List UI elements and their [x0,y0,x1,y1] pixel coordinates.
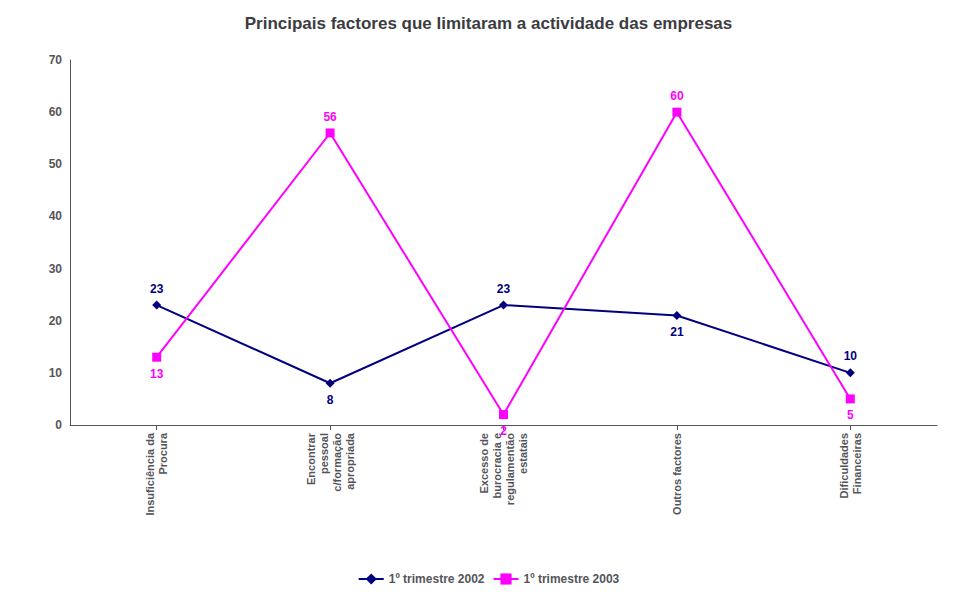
svg-text:10: 10 [49,366,63,380]
svg-text:Excesso de: Excesso de [478,433,490,494]
svg-text:0: 0 [55,418,62,432]
svg-text:Outros factores: Outros factores [671,433,683,515]
svg-text:2: 2 [500,424,507,438]
svg-text:1º trimestre 2003: 1º trimestre 2003 [524,572,620,586]
svg-text:Financeiras: Financeiras [851,433,863,494]
svg-text:Dificuldades: Dificuldades [838,433,850,498]
svg-text:10: 10 [844,349,858,363]
svg-text:21: 21 [670,325,684,339]
svg-text:Insuficiência da: Insuficiência da [144,432,156,515]
svg-text:estatais: estatais [517,433,529,474]
svg-text:40: 40 [49,209,63,223]
svg-text:50: 50 [49,157,63,171]
svg-text:pessoal: pessoal [318,433,330,474]
svg-text:60: 60 [670,89,684,103]
svg-text:burocracia e: burocracia e [491,433,503,498]
svg-text:23: 23 [497,282,511,296]
svg-text:60: 60 [49,105,63,119]
svg-text:Encontrar: Encontrar [305,432,317,485]
svg-text:23: 23 [150,282,164,296]
svg-text:c/formação: c/formação [331,433,343,492]
svg-text:regulamentão: regulamentão [504,433,516,505]
svg-text:8: 8 [327,393,334,407]
svg-text:70: 70 [49,53,63,67]
svg-text:30: 30 [49,262,63,276]
svg-text:20: 20 [49,314,63,328]
svg-text:13: 13 [150,367,164,381]
svg-text:1º trimestre 2002: 1º trimestre 2002 [389,572,485,586]
svg-text:56: 56 [323,110,337,124]
svg-text:5: 5 [847,408,854,422]
svg-text:Procura: Procura [157,432,169,474]
svg-text:apropriada: apropriada [344,432,356,490]
svg-text:Principais factores que limita: Principais factores que limitaram a acti… [245,14,733,33]
